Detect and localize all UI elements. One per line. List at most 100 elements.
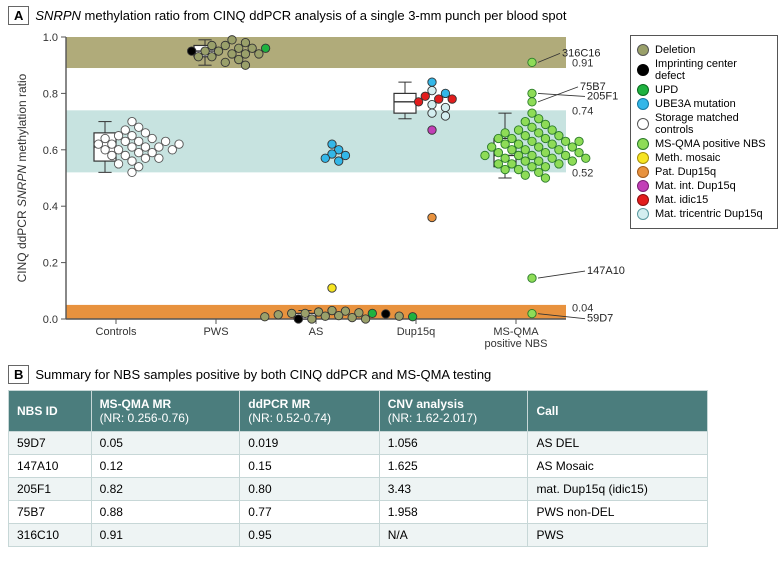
data-point	[155, 154, 163, 162]
data-point	[428, 126, 436, 134]
legend-label: Mat. idic15	[655, 194, 708, 206]
data-point	[382, 310, 390, 318]
legend-item: UPD	[637, 84, 769, 96]
table-cell: PWS non-DEL	[528, 501, 708, 524]
panel-a-chart-svg: 0.00.20.40.60.81.00.040.520.740.91CINQ d…	[8, 29, 628, 359]
nbs-table: NBS IDMS-QMA MR(NR: 0.256-0.76)ddPCR MR(…	[8, 390, 708, 547]
legend-box: DeletionImprinting center defectUPDUBE3A…	[630, 35, 778, 229]
svg-text:316C16: 316C16	[562, 47, 601, 59]
table-cell: 0.80	[240, 478, 379, 501]
data-point	[521, 171, 529, 179]
data-point	[528, 98, 536, 106]
data-point	[321, 312, 329, 320]
legend-label: UBE3A mutation	[655, 98, 736, 110]
table-header-row: NBS IDMS-QMA MR(NR: 0.256-0.76)ddPCR MR(…	[9, 391, 708, 432]
legend-item: Pat. Dup15q	[637, 166, 769, 178]
table-cell: 0.88	[91, 501, 240, 524]
legend-item: Storage matched controls	[637, 112, 769, 136]
data-point	[328, 284, 336, 292]
legend-item: Meth. mosaic	[637, 152, 769, 164]
svg-text:Dup15q: Dup15q	[397, 326, 436, 338]
data-point	[408, 313, 416, 321]
table-header-cell: NBS ID	[9, 391, 92, 432]
table-header-cell: CNV analysis(NR: 1.62-2.017)	[379, 391, 528, 432]
table-cell: 0.05	[91, 432, 240, 455]
panel-a-title-italic: SNRPN	[35, 8, 81, 23]
data-point	[528, 309, 536, 317]
table-cell: 0.95	[240, 524, 379, 547]
legend-item: Imprinting center defect	[637, 58, 769, 82]
data-point	[141, 154, 149, 162]
table-cell: 0.15	[240, 455, 379, 478]
data-point	[308, 315, 316, 323]
legend-swatch	[637, 208, 649, 220]
legend-swatch	[637, 64, 649, 76]
table-cell: mat. Dup15q (idic15)	[528, 478, 708, 501]
table-cell: 205F1	[9, 478, 92, 501]
legend-label: MS-QMA positive NBS	[655, 138, 766, 150]
panel-a-title-line: A SNRPN methylation ratio from CINQ ddPC…	[8, 6, 775, 25]
panel-b-title: Summary for NBS samples positive by both…	[35, 367, 491, 382]
table-cell: 0.77	[240, 501, 379, 524]
svg-text:AS: AS	[309, 326, 324, 338]
data-point	[168, 146, 176, 154]
legend-item: Mat. idic15	[637, 194, 769, 206]
data-point	[555, 160, 563, 168]
legend-label: Mat. tricentric Dup15q	[655, 208, 763, 220]
data-point	[274, 311, 282, 319]
svg-text:CINQ ddPCR SNRPN methylation r: CINQ ddPCR SNRPN methylation ratio	[15, 73, 29, 282]
table-cell: AS DEL	[528, 432, 708, 455]
data-point	[414, 98, 422, 106]
legend-swatch	[637, 166, 649, 178]
panel-b-label: B	[8, 365, 29, 384]
legend-swatch	[637, 98, 649, 110]
panel-a-chart-area: 0.00.20.40.60.81.00.040.520.740.91CINQ d…	[8, 29, 778, 359]
legend-swatch	[637, 44, 649, 56]
data-point	[528, 89, 536, 97]
legend-item: Mat. tricentric Dup15q	[637, 208, 769, 220]
legend-label: Meth. mosaic	[655, 152, 720, 164]
table-row: 75B70.880.771.958PWS non-DEL	[9, 501, 708, 524]
legend-swatch	[637, 118, 649, 130]
data-point	[582, 154, 590, 162]
data-point	[428, 213, 436, 221]
table-cell: PWS	[528, 524, 708, 547]
legend-label: Mat. int. Dup15q	[655, 180, 736, 192]
svg-text:positive NBS: positive NBS	[485, 338, 548, 350]
data-point	[441, 112, 449, 120]
data-point	[208, 53, 216, 61]
table-cell: 1.625	[379, 455, 528, 478]
table-cell: 0.91	[91, 524, 240, 547]
data-point	[428, 109, 436, 117]
svg-text:59D7: 59D7	[587, 313, 613, 325]
panel-a-title-rest: methylation ratio from CINQ ddPCR analys…	[81, 8, 567, 23]
legend-swatch	[637, 138, 649, 150]
legend-label: Pat. Dup15q	[655, 166, 716, 178]
svg-text:0.6: 0.6	[43, 145, 58, 157]
svg-text:0.8: 0.8	[43, 88, 58, 100]
legend-item: UBE3A mutation	[637, 98, 769, 110]
svg-text:0.4: 0.4	[43, 201, 58, 213]
table-cell: 1.958	[379, 501, 528, 524]
data-point	[114, 160, 122, 168]
data-point	[361, 315, 369, 323]
table-cell: AS Mosaic	[528, 455, 708, 478]
table-row: 59D70.050.0191.056AS DEL	[9, 432, 708, 455]
data-point	[448, 95, 456, 103]
data-point	[335, 157, 343, 165]
legend-label: Imprinting center defect	[655, 58, 769, 82]
table-header-cell: ddPCR MR(NR: 0.52-0.74)	[240, 391, 379, 432]
data-point	[128, 168, 136, 176]
legend-swatch	[637, 180, 649, 192]
legend-label: Storage matched controls	[655, 112, 769, 136]
panel-a-label: A	[8, 6, 29, 25]
data-point	[335, 311, 343, 319]
table-body: 59D70.050.0191.056AS DEL147A100.120.151.…	[9, 432, 708, 547]
table-row: 316C100.910.95N/APWS	[9, 524, 708, 547]
data-point	[428, 78, 436, 86]
svg-text:147A10: 147A10	[587, 265, 625, 277]
data-point	[501, 165, 509, 173]
data-point	[221, 58, 229, 66]
legend-swatch	[637, 194, 649, 206]
data-point	[321, 154, 329, 162]
